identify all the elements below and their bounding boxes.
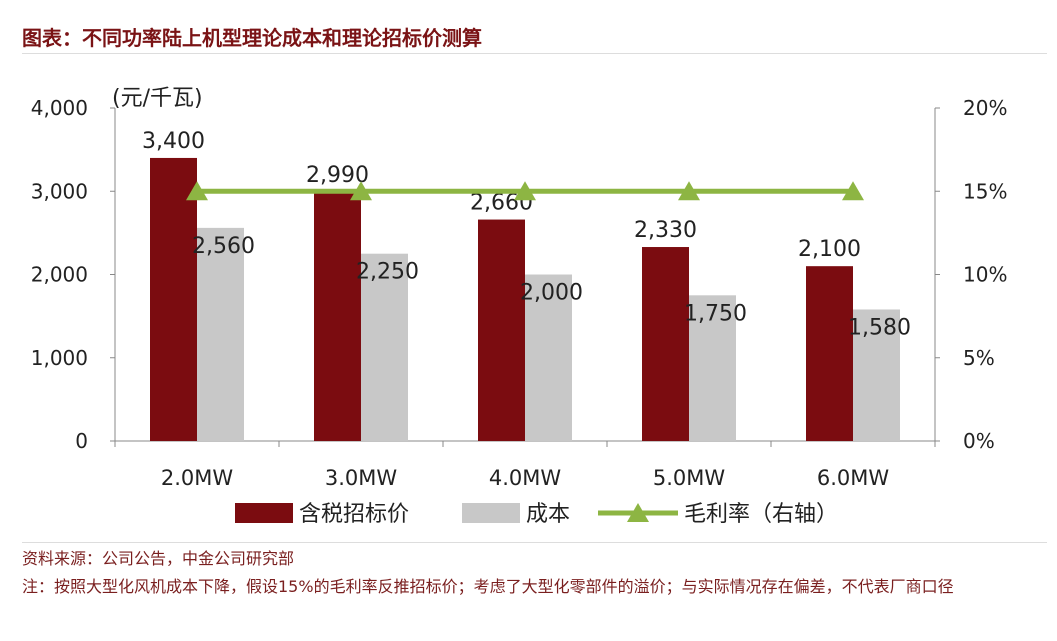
bar-bid-price xyxy=(314,192,361,441)
data-label: 1,580 xyxy=(848,315,911,340)
data-label: 2,560 xyxy=(192,234,255,259)
margin-marker xyxy=(514,181,536,201)
divider xyxy=(22,542,1047,543)
x-tick-label: 6.0MW xyxy=(817,466,890,490)
y-tick-label: 1,000 xyxy=(31,346,88,370)
y-tick-label: 3,000 xyxy=(31,179,88,203)
data-label: 3,400 xyxy=(142,129,205,154)
y2-tick-label: 20% xyxy=(963,96,1007,120)
margin-marker xyxy=(678,181,700,201)
y2-tick-label: 10% xyxy=(963,263,1007,287)
chart: (元/千瓦) 0 1,000 2,000 3,000 4,000 0% 5% 10% 15% 20%… xyxy=(31,86,1008,527)
margin-marker xyxy=(350,181,372,201)
data-label: 2,250 xyxy=(356,260,419,285)
margin-marker xyxy=(842,181,864,201)
data-label: 2,000 xyxy=(520,281,583,306)
bar-bid-price xyxy=(478,219,525,441)
data-label: 2,990 xyxy=(306,163,369,188)
data-label: 2,330 xyxy=(634,218,697,243)
bar-cost xyxy=(853,309,900,441)
y2-tick-label: 15% xyxy=(963,179,1007,203)
data-label: 1,750 xyxy=(684,301,747,326)
x-tick-label: 2.0MW xyxy=(161,466,234,490)
legend-marker xyxy=(627,503,649,522)
bar-bid-price xyxy=(806,266,853,441)
margin-marker xyxy=(186,181,208,201)
legend-swatch xyxy=(235,503,293,523)
y-tick-label: 0 xyxy=(75,429,88,453)
bar-cost xyxy=(689,295,736,441)
legend-label: 成本 xyxy=(526,502,570,527)
legend-swatch xyxy=(462,503,520,523)
bar-bid-price xyxy=(642,247,689,441)
y2-tick-label: 0% xyxy=(963,429,995,453)
legend-label: 含税招标价 xyxy=(299,502,409,527)
y-axis-label: (元/千瓦) xyxy=(112,86,203,111)
bar-bid-price xyxy=(150,157,197,441)
divider xyxy=(22,53,1047,54)
y-tick-label: 4,000 xyxy=(31,96,88,120)
y-tick-label: 2,000 xyxy=(31,263,88,287)
figure-title: 图表：不同功率陆上机型理论成本和理论招标价测算 xyxy=(22,26,482,50)
bar-cost xyxy=(361,253,408,441)
legend-label: 毛利率（右轴） xyxy=(684,502,838,527)
y2-tick-label: 5% xyxy=(963,346,995,370)
source-note: 资料来源：公司公告，中金公司研究部 xyxy=(22,549,295,568)
bar-cost xyxy=(197,227,244,441)
x-tick-label: 4.0MW xyxy=(489,466,562,490)
bar-cost xyxy=(525,274,572,441)
x-tick-label: 5.0MW xyxy=(653,466,726,490)
x-tick-label: 3.0MW xyxy=(325,466,398,490)
footnote: 注：按照大型化风机成本下降，假设15%的毛利率反推招标价；考虑了大型化零部件的溢… xyxy=(22,577,954,596)
data-label: 2,100 xyxy=(798,237,861,262)
